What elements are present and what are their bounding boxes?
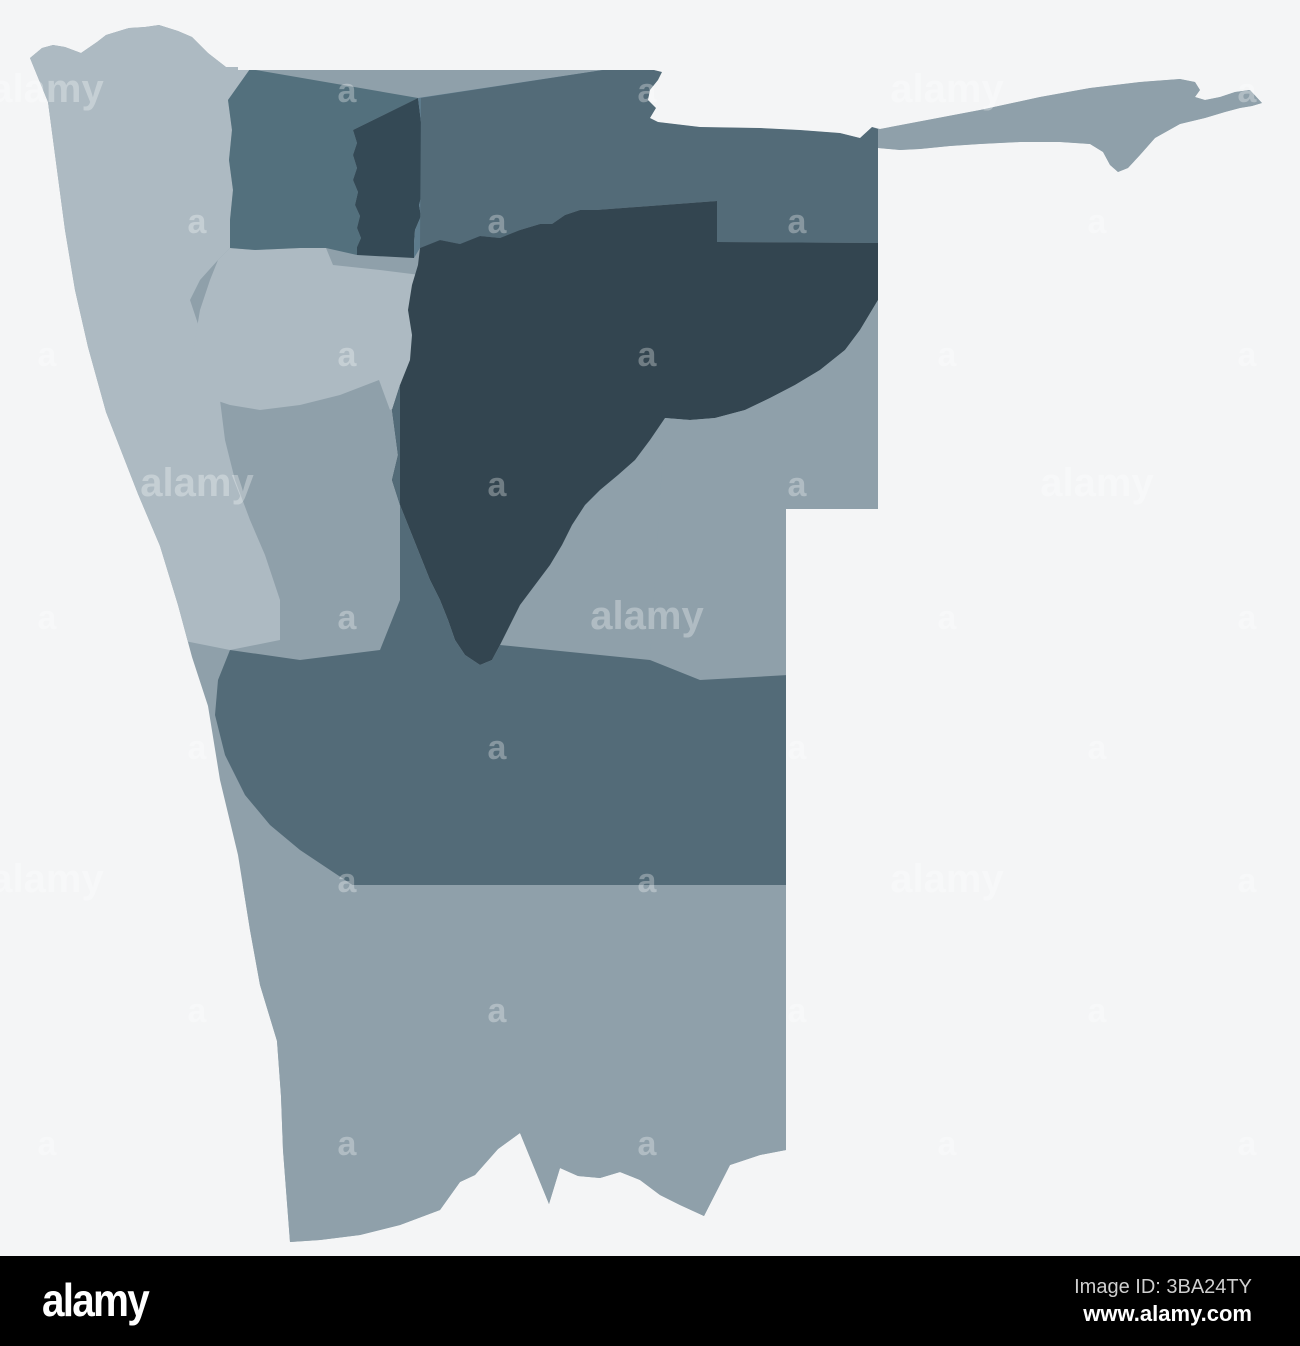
svg-text:alamy: alamy (42, 1276, 150, 1327)
